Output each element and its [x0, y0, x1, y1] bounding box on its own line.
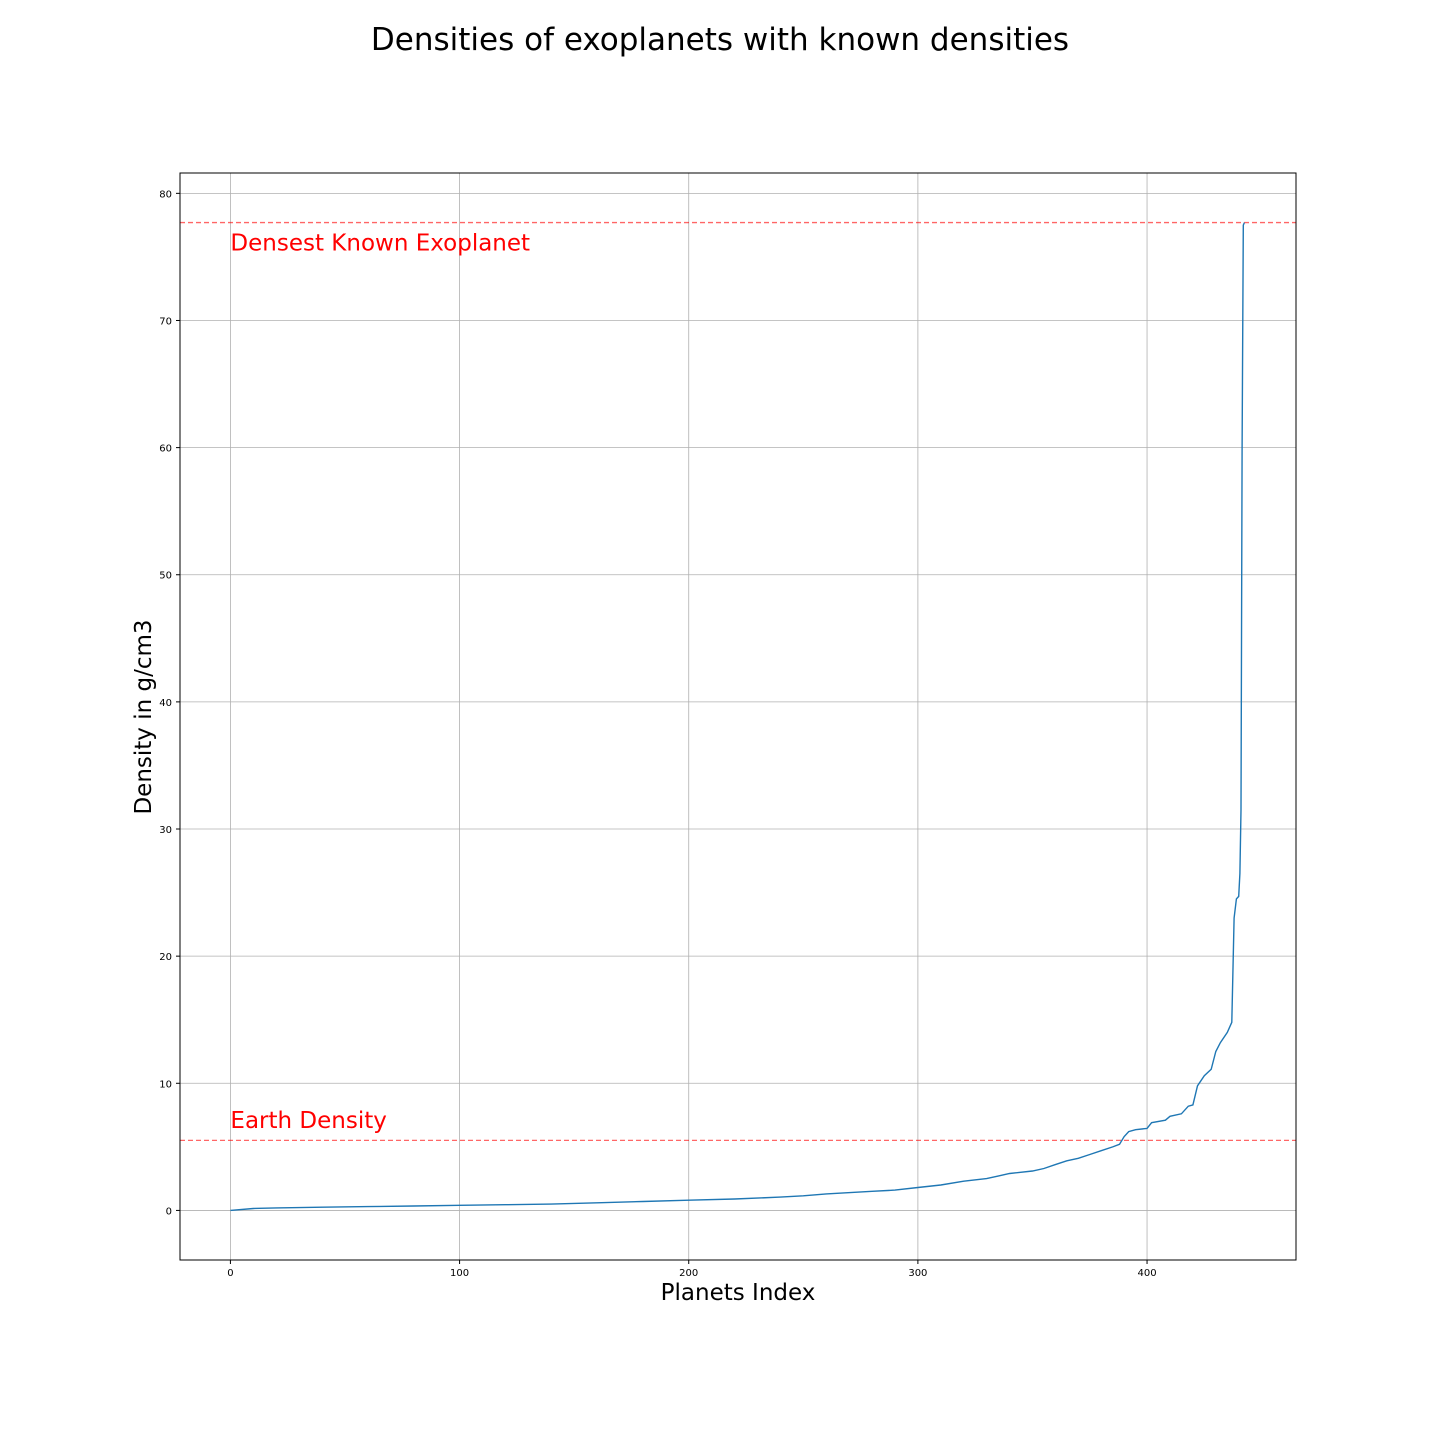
annotation-0: Densest Known Exoplanet — [230, 231, 530, 257]
y-tick-label-4: 40 — [159, 698, 172, 709]
y-axis-label: Density in g/cm3 — [131, 619, 157, 814]
plot-frame — [179, 172, 1297, 1261]
y-tick-label-2: 20 — [159, 952, 172, 963]
y-tick-label-7: 70 — [159, 316, 172, 327]
annotations: Densest Known Exoplanet Earth Density — [230, 231, 530, 1134]
annotation-1: Earth Density — [230, 1108, 386, 1134]
chart-title: Densities of exoplanets with known densi… — [370, 22, 1070, 58]
series-line-0 — [230, 222, 1246, 1212]
x-tick-label-1: 100 — [450, 1268, 469, 1279]
x-axis-label: Planets Index — [661, 1280, 816, 1306]
x-tick-label-0: 0 — [227, 1268, 233, 1279]
y-tick-label-6: 60 — [159, 444, 172, 455]
reference-lines — [180, 221, 1296, 1142]
axis-ticks: 0 100 200 300 400 0 10 20 30 40 50 60 70 80 — [159, 189, 1156, 1279]
x-tick-label-2: 200 — [679, 1268, 698, 1279]
y-tick-label-5: 50 — [159, 571, 172, 582]
y-tick-label-8: 80 — [159, 189, 172, 200]
y-tick-label-0: 0 — [166, 1206, 172, 1217]
y-tick-label-1: 10 — [159, 1079, 172, 1090]
x-tick-label-4: 400 — [1138, 1268, 1157, 1279]
x-tick-label-3: 300 — [908, 1268, 927, 1279]
grid — [180, 173, 1296, 1260]
y-tick-label-3: 30 — [159, 825, 172, 836]
density-series — [230, 222, 1246, 1212]
